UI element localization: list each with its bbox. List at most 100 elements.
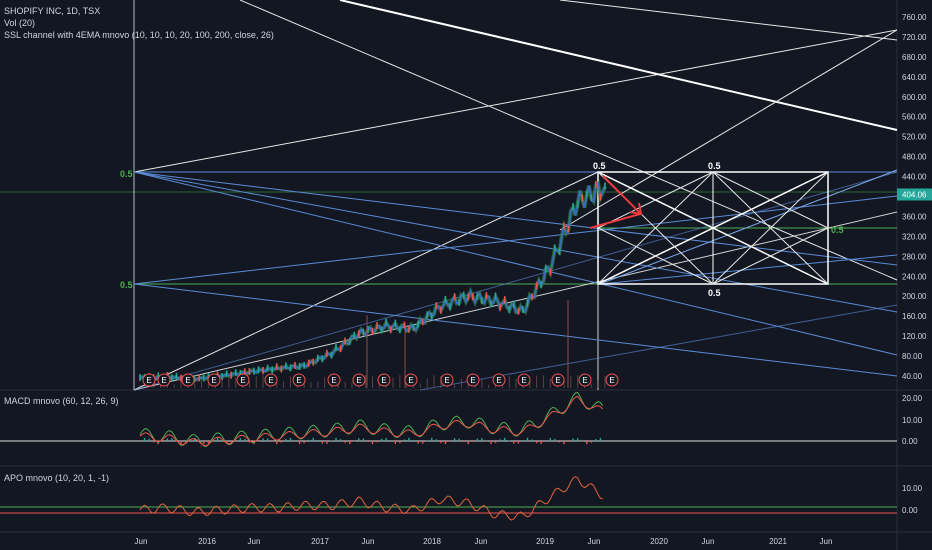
time-tick-label: Jun xyxy=(362,537,375,546)
macd-histogram-bar xyxy=(412,440,415,441)
macd-histogram-bar xyxy=(166,438,169,441)
macd-histogram-bar xyxy=(385,438,387,441)
earnings-marker-label: E xyxy=(161,376,166,385)
earnings-marker: E xyxy=(551,373,565,387)
volume-bar xyxy=(324,376,326,388)
earnings-marker-circle xyxy=(578,373,592,387)
macd-histogram-bar xyxy=(513,441,515,444)
volume-bar xyxy=(344,381,346,388)
price-tick-label: 320.00 xyxy=(902,232,927,241)
earnings-marker: E xyxy=(327,373,341,387)
candle xyxy=(303,361,305,369)
price-tick-label: 640.00 xyxy=(902,73,927,82)
macd-histogram-bar xyxy=(581,441,583,442)
earnings-marker-circle xyxy=(466,373,480,387)
price-tick-label: 280.00 xyxy=(902,252,927,261)
volume-bar xyxy=(399,375,401,388)
fan-line xyxy=(599,169,898,285)
ssl-legend[interactable]: SSL channel with 4EMA mnovo (10, 10, 10,… xyxy=(4,30,274,40)
earnings-marker-label: E xyxy=(408,376,413,385)
fib-label-bottom: 0.5 xyxy=(120,280,133,290)
fan-line xyxy=(133,171,898,391)
macd-histogram-bar xyxy=(508,440,510,441)
time-tick-label: Jun xyxy=(820,537,833,546)
candle xyxy=(244,368,246,376)
macd-tick-label: 20.00 xyxy=(902,394,923,403)
earnings-marker-circle xyxy=(157,373,171,387)
macd-histogram-bar xyxy=(303,441,305,444)
candle xyxy=(572,203,574,211)
macd-histogram-bar xyxy=(321,441,324,444)
candle xyxy=(421,318,424,326)
earnings-marker-circle xyxy=(551,373,565,387)
volume-bar xyxy=(508,375,510,388)
macd-histogram-bar xyxy=(285,438,287,441)
candle xyxy=(257,366,260,374)
volume-bar xyxy=(529,379,531,388)
candle xyxy=(139,373,141,381)
candle xyxy=(171,374,173,382)
volume-legend[interactable]: Vol (20) xyxy=(4,18,36,28)
candle xyxy=(462,291,465,299)
candle xyxy=(394,319,397,327)
volume-bar xyxy=(481,379,483,388)
volume-bar xyxy=(542,375,544,388)
macd-histogram-bar xyxy=(399,441,401,444)
macd-histogram-bar xyxy=(298,441,301,444)
macd-histogram-bar xyxy=(339,439,342,441)
earnings-marker-label: E xyxy=(296,376,301,385)
volume-bar xyxy=(515,379,517,388)
macd-pane xyxy=(0,391,897,448)
earnings-marker-label: E xyxy=(470,376,475,385)
macd-histogram-bar xyxy=(472,441,474,443)
earnings-marker: E xyxy=(466,373,480,387)
macd-histogram-bar xyxy=(576,438,579,441)
earnings-marker-label: E xyxy=(331,376,336,385)
candle xyxy=(499,303,501,311)
earnings-marker: E xyxy=(157,373,171,387)
candle xyxy=(348,338,351,346)
candle xyxy=(285,362,287,370)
earnings-marker: E xyxy=(605,373,619,387)
fan-line xyxy=(133,171,898,313)
box-diagonal xyxy=(597,171,714,285)
macd-histogram-bar xyxy=(462,441,465,443)
macd-histogram-bar xyxy=(526,437,529,441)
macd-histogram-bar xyxy=(248,441,251,443)
macd-histogram-bar xyxy=(531,439,533,441)
price-tick-label: 480.00 xyxy=(902,153,927,162)
candle xyxy=(389,326,392,334)
macd-histogram-bar xyxy=(266,438,269,441)
candle xyxy=(494,292,497,300)
time-tick-label: 2021 xyxy=(769,537,787,546)
apo-legend[interactable]: APO mnovo (10, 20, 1, -1) xyxy=(4,473,110,483)
price-axis[interactable]: 760.00 720.00 680.00 640.00 600.00 560.00 520.… xyxy=(897,13,932,381)
candle xyxy=(330,351,333,359)
volume-bar xyxy=(317,381,319,388)
macd-histogram-bar xyxy=(586,441,588,445)
macd-histogram-bar xyxy=(440,441,442,443)
macd-histogram-bar xyxy=(358,438,360,441)
macd-tick-label: 10.00 xyxy=(902,416,923,425)
earnings-marker-label: E xyxy=(356,376,361,385)
macd-histogram-bar xyxy=(435,439,438,441)
candle xyxy=(225,370,228,378)
time-axis[interactable]: Jun 2016 Jun 2017 Jun 2018 Jun 2019 Jun 2020 Jun 20… xyxy=(135,537,833,546)
candle xyxy=(230,371,232,379)
candle xyxy=(503,296,506,304)
macd-histogram-bar xyxy=(540,441,542,445)
price-tick-label: 760.00 xyxy=(902,13,927,22)
candle xyxy=(522,305,524,313)
earnings-marker: E xyxy=(181,373,195,387)
candle xyxy=(358,330,360,338)
candle xyxy=(380,326,383,334)
symbol-legend[interactable]: SHOPIFY INC, 1D, TSX xyxy=(4,6,101,16)
candle xyxy=(326,349,328,357)
earnings-marker-label: E xyxy=(496,376,501,385)
candle xyxy=(408,325,410,333)
macd-histogram-bar xyxy=(371,441,374,445)
candle xyxy=(376,322,378,330)
candle xyxy=(563,222,565,230)
macd-legend[interactable]: MACD mnovo (60, 12, 26, 9) xyxy=(4,396,119,406)
